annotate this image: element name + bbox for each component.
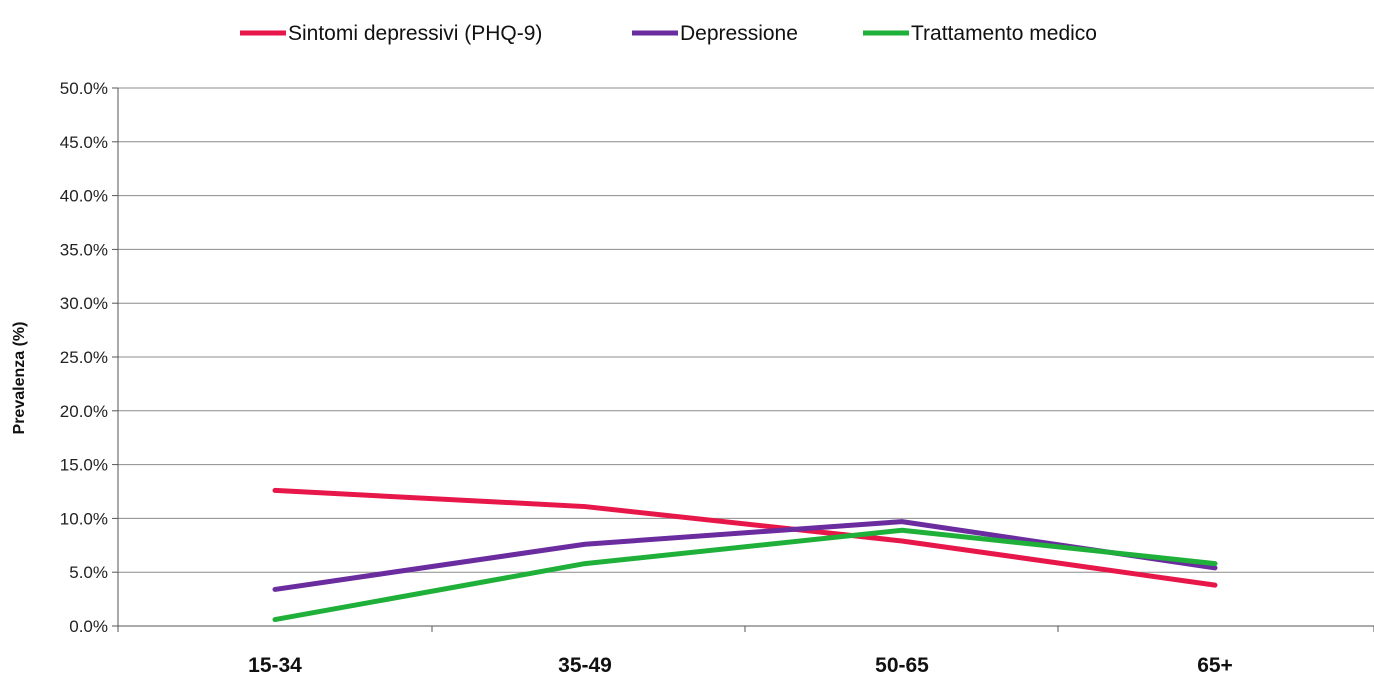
y-tick-label: 30.0%: [60, 294, 108, 313]
y-tick-label: 5.0%: [69, 563, 108, 582]
x-tick-label: 35-49: [558, 654, 612, 677]
y-axis-tick-labels: 0.0% 5.0% 10.0% 15.0% 20.0% 25.0% 30.0% 35.0% 40…: [60, 79, 108, 636]
series-line: [272, 519, 1218, 592]
legend-label: Depressione: [680, 22, 798, 45]
chart-gridlines: [112, 87, 1374, 627]
x-tick-label: 50-65: [875, 654, 929, 677]
y-tick-label: 10.0%: [60, 509, 108, 528]
y-tick-label: 40.0%: [60, 187, 108, 206]
y-tick-label: 0.0%: [69, 617, 108, 636]
y-tick-label: 45.0%: [60, 133, 108, 152]
series-line: [272, 487, 1218, 588]
x-tick-label: 65+: [1197, 654, 1233, 677]
y-tick-label: 35.0%: [60, 240, 108, 259]
x-tick-label: 15-34: [248, 654, 302, 677]
legend-label: Sintomi depressivi (PHQ-9): [288, 22, 542, 45]
y-tick-label: 50.0%: [60, 79, 108, 98]
x-axis-tick-labels: 15-34 35-49 50-65 65+: [248, 654, 1233, 677]
chart-series: [272, 487, 1218, 623]
y-tick-label: 15.0%: [60, 456, 108, 475]
y-tick-label: 25.0%: [60, 348, 108, 367]
chart-legend: Sintomi depressivi (PHQ-9) Depressione Tra…: [240, 22, 1097, 45]
legend-label: Trattamento medico: [911, 22, 1097, 45]
y-axis-title: Prevalenza (%): [11, 322, 28, 435]
chart-axes: [117, 88, 1374, 632]
y-tick-label: 20.0%: [60, 402, 108, 421]
series-line: [272, 527, 1218, 623]
